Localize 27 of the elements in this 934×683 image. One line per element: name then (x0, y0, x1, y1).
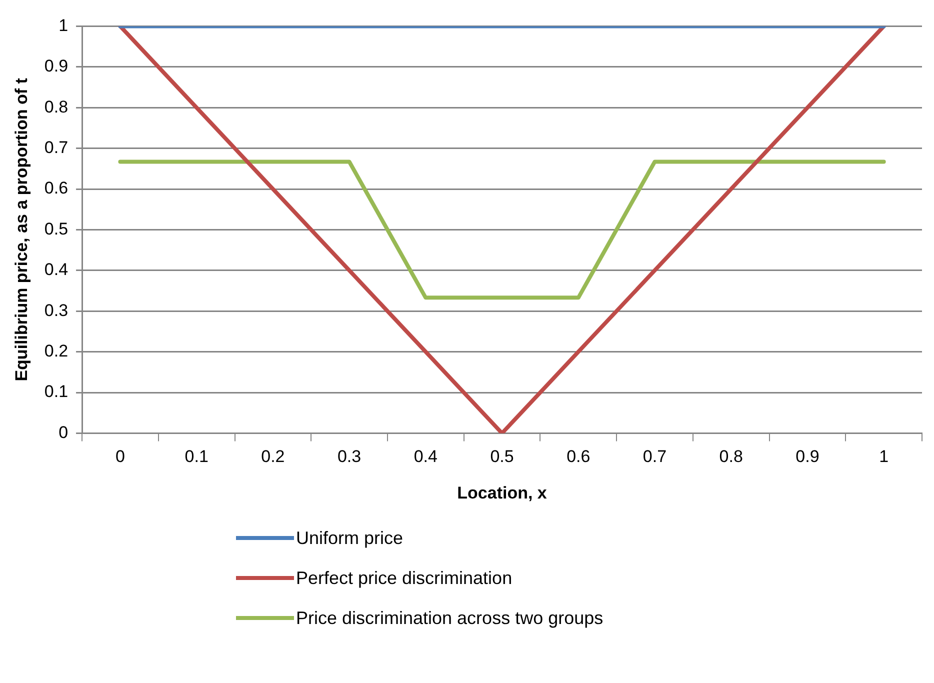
y-tick-label: 0.3 (44, 300, 68, 320)
y-tick-label: 0 (58, 422, 68, 442)
x-tick-label: 0 (115, 447, 125, 466)
x-tick-label: 0.8 (719, 447, 743, 466)
x-tick-label: 0.7 (642, 447, 667, 466)
legend-label: Price discrimination across two groups (296, 608, 604, 628)
y-tick-label: 0.5 (44, 219, 68, 238)
x-axis-title: Location, x (457, 483, 548, 502)
x-tick-label: 0.6 (566, 447, 590, 466)
x-tick-label: 0.9 (796, 447, 820, 466)
y-tick-label: 0.7 (44, 138, 68, 157)
y-axis-title: Equilibrium price, as a proportion of t (12, 78, 31, 382)
x-tick-label: 0.2 (261, 447, 285, 466)
legend-label: Uniform price (296, 528, 404, 548)
legend-label: Perfect price discrimination (296, 568, 512, 588)
y-tick-label: 0.6 (44, 178, 68, 198)
x-tick-label: 0.1 (184, 447, 208, 466)
y-tick-label: 1 (58, 16, 68, 35)
x-tick-label: 0.5 (490, 447, 514, 466)
x-tick-label: 1 (879, 447, 889, 466)
x-tick-label: 0.4 (414, 447, 438, 466)
y-tick-label: 0.2 (44, 341, 68, 360)
y-tick-label: 0.9 (44, 56, 68, 76)
y-tick-label: 0.1 (44, 382, 68, 402)
y-tick-label: 0.4 (44, 260, 68, 280)
x-tick-label: 0.3 (337, 447, 362, 466)
y-tick-label: 0.8 (44, 97, 68, 116)
